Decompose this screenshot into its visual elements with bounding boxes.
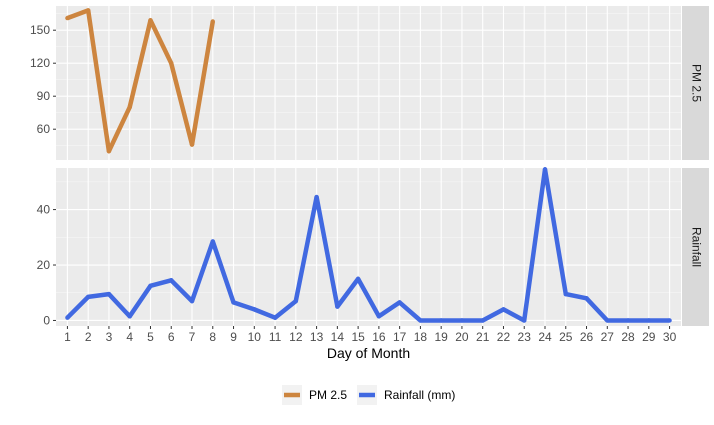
data-point xyxy=(169,61,174,66)
data-point xyxy=(522,318,527,323)
data-point xyxy=(65,15,70,21)
x-tick-label: 3 xyxy=(106,330,113,344)
series-line-1 xyxy=(66,8,216,154)
x-tick-label: 26 xyxy=(580,330,594,344)
y-tick-label: 0 xyxy=(43,313,50,327)
x-tick-label: 21 xyxy=(476,330,490,344)
x-tick-label: 29 xyxy=(642,330,656,344)
data-point xyxy=(438,318,444,323)
data-point xyxy=(189,142,195,147)
x-tick-label: 1 xyxy=(64,330,71,344)
data-point xyxy=(542,167,548,172)
x-tick-label: 16 xyxy=(372,330,386,344)
y-tick-label: 20 xyxy=(37,258,51,272)
x-tick-label: 14 xyxy=(331,330,345,344)
y-tick-label: 90 xyxy=(37,89,51,103)
data-point xyxy=(272,315,278,320)
data-point xyxy=(335,304,340,309)
x-tick-label: 7 xyxy=(189,330,196,344)
x-tick-label: 28 xyxy=(621,330,635,344)
x-tick-label: 11 xyxy=(269,330,282,344)
x-tick-label: 8 xyxy=(209,330,216,344)
data-point xyxy=(625,318,631,323)
data-point xyxy=(210,19,215,24)
data-point xyxy=(355,276,361,282)
x-tick-label: 25 xyxy=(559,330,573,344)
data-point xyxy=(293,298,299,304)
x-tick-label: 27 xyxy=(601,330,615,344)
facet-strip-2 xyxy=(682,168,709,326)
facet-strip-label: PM 2.5 xyxy=(689,64,703,102)
data-point xyxy=(667,318,672,323)
data-point xyxy=(169,278,174,283)
facet-strip-1 xyxy=(682,6,709,160)
y-tick-label: 120 xyxy=(30,56,50,70)
x-axis-title: Day of Month xyxy=(327,345,410,361)
data-point xyxy=(646,318,652,323)
x-tick-label: 23 xyxy=(518,330,532,344)
data-point xyxy=(210,239,215,244)
x-tick-label: 10 xyxy=(248,330,262,344)
y-tick-label: 60 xyxy=(37,122,51,136)
x-tick-label: 24 xyxy=(538,330,552,344)
data-point xyxy=(106,291,112,297)
data-point xyxy=(148,283,153,289)
data-point xyxy=(397,300,402,305)
data-point xyxy=(189,298,195,304)
legend-label: Rainfall (mm) xyxy=(384,388,455,402)
x-tick-label: 5 xyxy=(147,330,154,344)
data-point xyxy=(480,318,485,323)
x-tick-label: 20 xyxy=(455,330,469,344)
x-tick-label: 12 xyxy=(289,330,303,344)
x-tick-label: 6 xyxy=(168,330,175,344)
data-point xyxy=(376,314,382,319)
data-point xyxy=(106,149,112,154)
legend-label: PM 2.5 xyxy=(309,388,347,402)
x-tick-label: 19 xyxy=(434,330,448,344)
x-tick-label: 30 xyxy=(663,330,677,344)
x-tick-label: 18 xyxy=(414,330,428,344)
x-tick-label: 15 xyxy=(351,330,365,344)
x-tick-label: 2 xyxy=(85,330,92,344)
data-point xyxy=(252,307,257,312)
data-point xyxy=(148,18,153,23)
y-tick-label: 150 xyxy=(30,23,50,37)
data-point xyxy=(605,318,610,323)
data-point xyxy=(85,8,91,13)
data-point xyxy=(314,194,319,200)
data-point xyxy=(459,318,465,323)
x-tick-label: 22 xyxy=(497,330,511,344)
facet-strip-label: Rainfall xyxy=(689,227,703,267)
y-tick-label: 40 xyxy=(37,203,51,217)
data-point xyxy=(584,296,589,301)
data-point xyxy=(418,318,423,323)
data-point xyxy=(85,294,91,300)
data-point xyxy=(127,105,132,110)
x-tick-label: 13 xyxy=(310,330,324,344)
data-point xyxy=(231,300,236,305)
x-tick-label: 17 xyxy=(393,330,407,344)
x-tick-label: 9 xyxy=(230,330,237,344)
series-line-2 xyxy=(65,167,670,323)
panel-background-1 xyxy=(56,6,681,160)
data-point xyxy=(501,307,506,312)
data-point xyxy=(65,315,70,320)
data-point xyxy=(127,314,132,319)
data-point xyxy=(563,291,568,297)
x-tick-label: 4 xyxy=(126,330,133,344)
